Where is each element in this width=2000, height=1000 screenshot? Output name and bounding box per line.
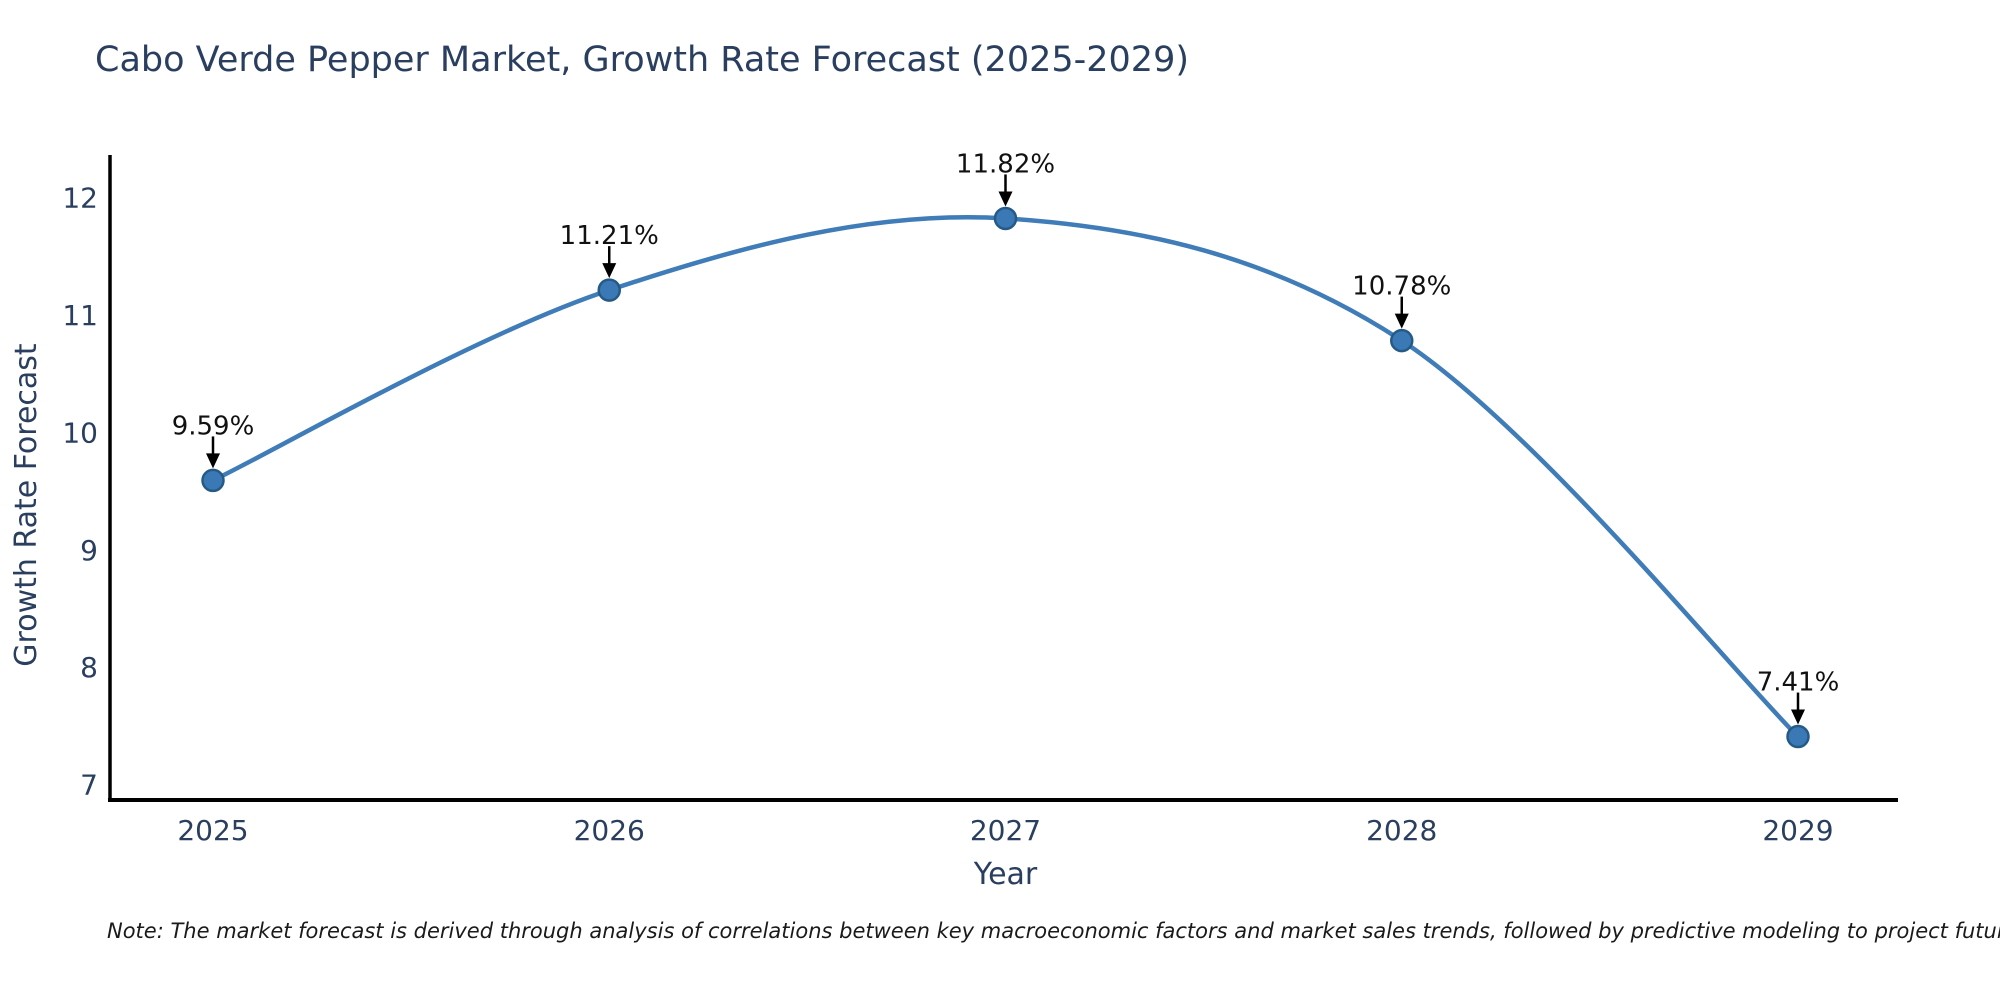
annotation-arrow-head: [1394, 313, 1409, 329]
annotation-label: 11.21%: [560, 221, 659, 251]
y-tick-label: 11: [62, 299, 98, 332]
y-tick-label: 9: [80, 534, 98, 567]
annotation-label: 10.78%: [1352, 272, 1451, 302]
x-tick-label: 2027: [970, 814, 1041, 847]
forecast-line: [210, 214, 1801, 739]
annotation-label: 9.59%: [172, 411, 255, 441]
x-tick-label: 2026: [574, 814, 645, 847]
data-point-2026: [597, 278, 621, 302]
annotation-arrow-head: [998, 191, 1013, 207]
annotation-arrow-head: [1791, 709, 1805, 725]
y-tick-label: 10: [62, 416, 98, 449]
footnote-text: Note: The market forecast is derived thr…: [107, 919, 2000, 943]
y-tick-label: 12: [62, 181, 98, 214]
chart-title: Cabo Verde Pepper Market, Growth Rate Fo…: [95, 40, 1189, 80]
x-axis-title: Year: [973, 857, 1038, 892]
annotation-label: 7.41%: [1757, 668, 1840, 698]
data-point-2029: [1786, 724, 1810, 749]
x-tick-label: 2029: [1762, 814, 1833, 847]
annotation-arrow-head: [602, 263, 617, 279]
data-point-2025: [201, 468, 225, 493]
data-point-2027: [993, 206, 1018, 231]
y-axis-title: Growth Rate Forecast: [9, 343, 44, 667]
x-tick-label: 2025: [177, 814, 248, 847]
y-tick-label: 8: [80, 651, 98, 684]
y-tick-label: 7: [80, 769, 98, 802]
data-point-2028: [1390, 328, 1414, 353]
annotation-label: 11.82%: [956, 149, 1055, 179]
annotation-arrow-head: [206, 453, 220, 469]
x-tick-label: 2028: [1366, 814, 1437, 847]
